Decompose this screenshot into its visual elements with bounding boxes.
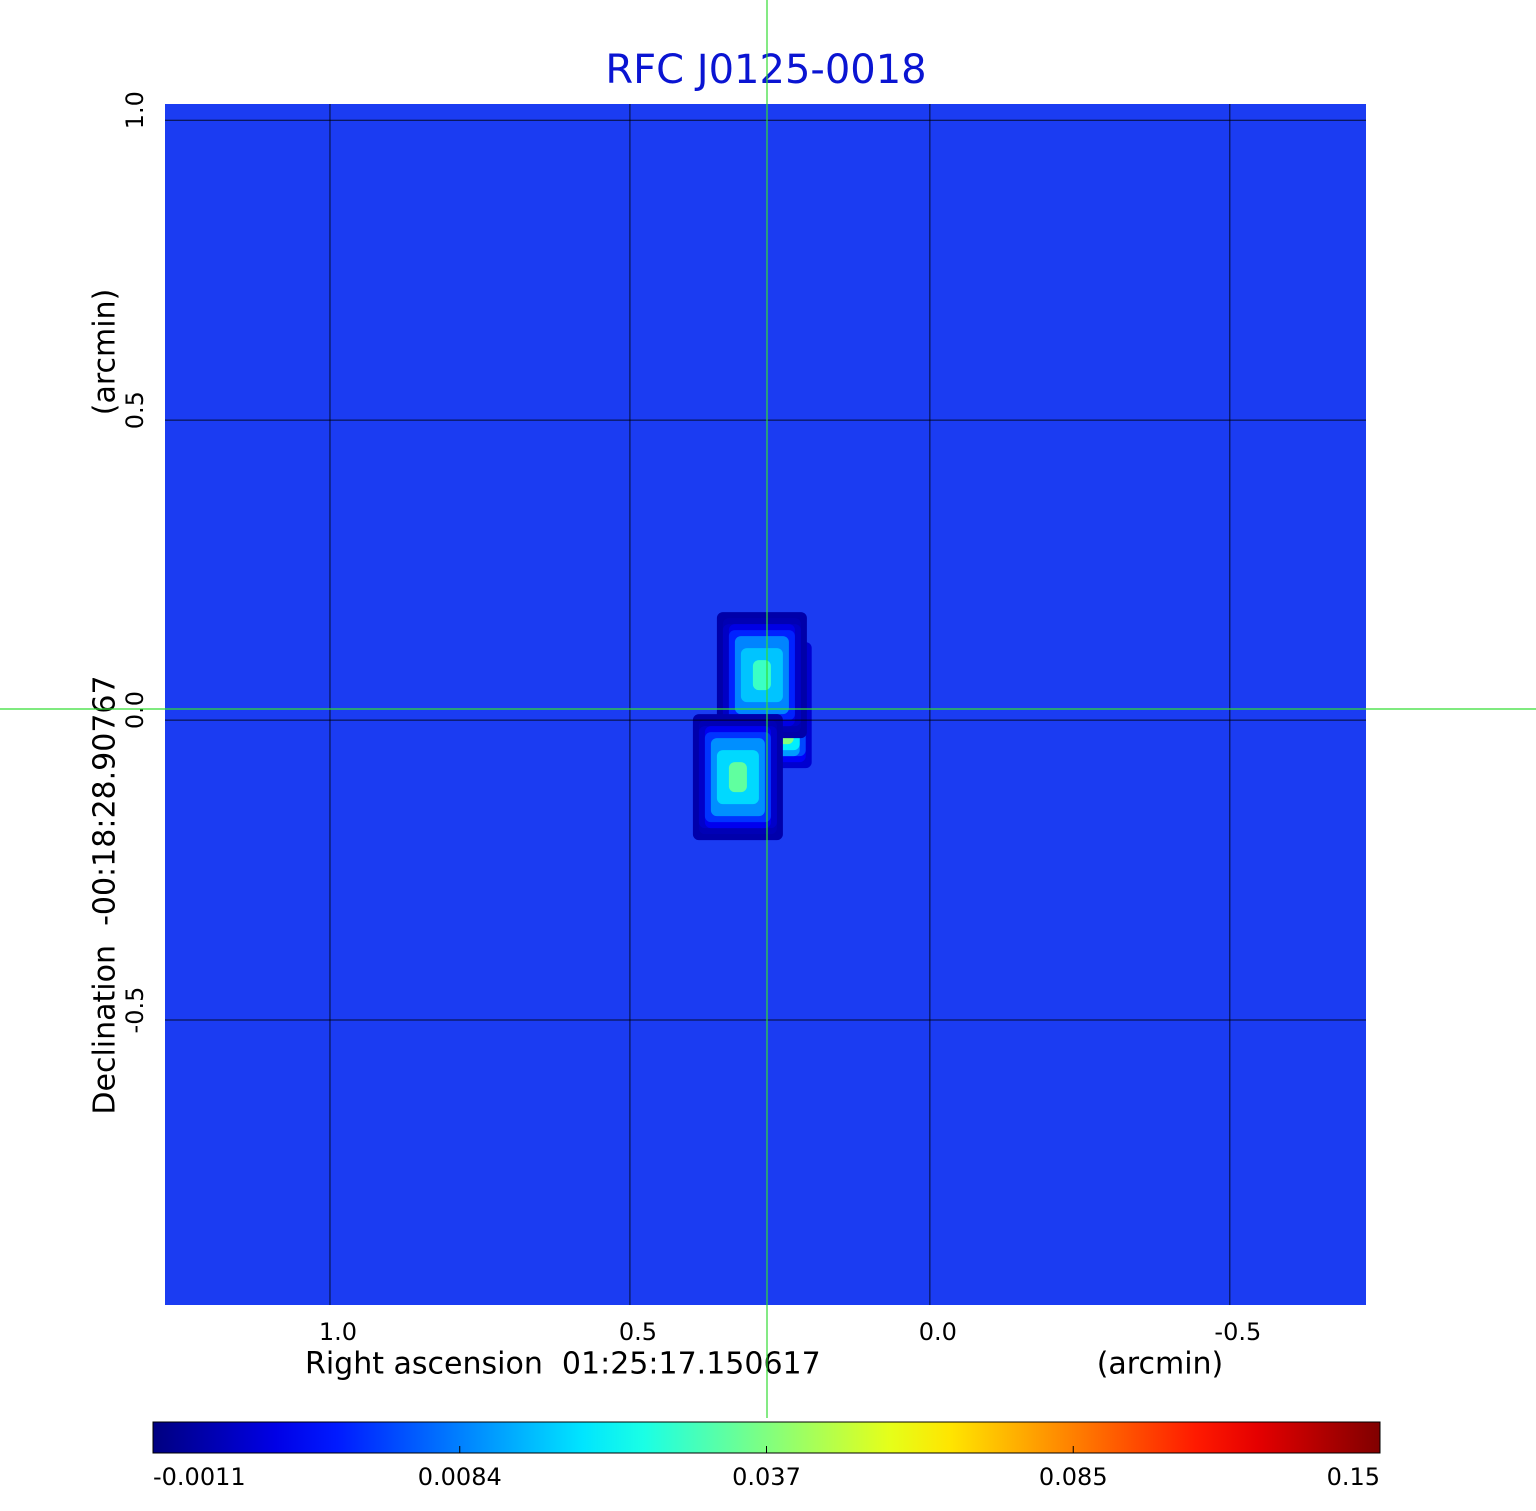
x-axis-unit: (arcmin) [1097, 1347, 1224, 1382]
x-axis-label: Right ascension 01:25:17.150617 [305, 1347, 821, 1382]
source-component [692, 714, 783, 841]
colorbar-tick-label: 0.0084 [418, 1463, 502, 1491]
intensity-level [728, 762, 747, 793]
colorbar-tick-label: 0.085 [1039, 1463, 1108, 1491]
colorbar-tick-label: -0.0011 [153, 1463, 246, 1491]
overlay: 1.0 0.5 0.0 -0.5 1.0 0.5 0.0 -0.5 -0.0011 0.0084 0… [121, 91, 1381, 1491]
y-tick-label: 1.0 [121, 91, 149, 129]
colorbar-tick-label: 0.15 [1327, 1463, 1380, 1491]
x-tick-label: 0.0 [919, 1318, 957, 1346]
colorbar-tick-label: 0.037 [732, 1463, 801, 1491]
y-tick-label: 0.5 [121, 391, 149, 429]
y-tick-label: -0.5 [121, 987, 149, 1034]
intensity-level [752, 660, 771, 691]
y-axis-unit: (arcmin) [88, 289, 123, 416]
image [692, 612, 812, 841]
y-tick-label: 0.0 [121, 691, 149, 729]
source-component [716, 612, 807, 739]
y-axis-label: Declination -00:18:28.90767 [88, 675, 123, 1114]
chart-title: RFC J0125-0018 [605, 47, 926, 93]
x-tick-label: -0.5 [1214, 1318, 1261, 1346]
x-tick-label: 1.0 [319, 1318, 357, 1346]
x-tick-label: 0.5 [619, 1318, 657, 1346]
